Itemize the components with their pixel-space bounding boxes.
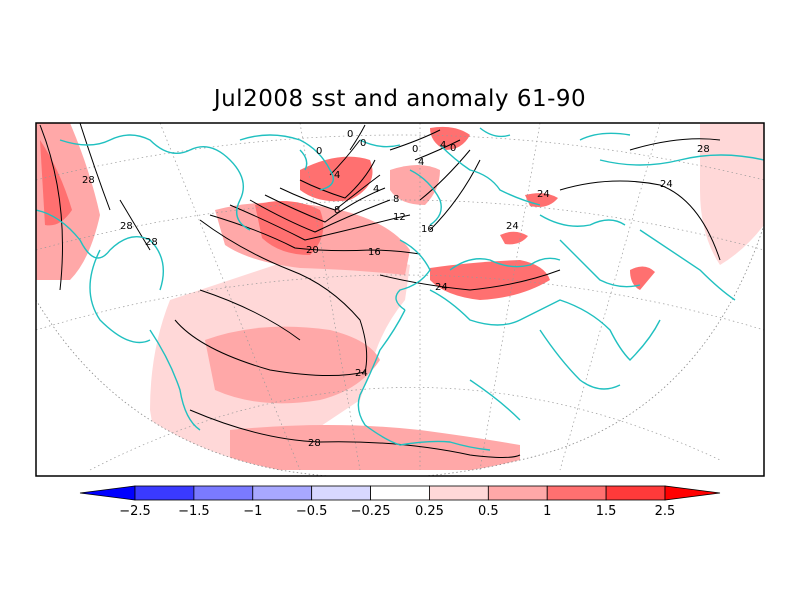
colorbar: −2.5 −1.5 −1 −0.5 −0.25 0.25 0.5 1 1.5 2.5 [79, 485, 721, 519]
contour-label: 4 [440, 140, 446, 151]
contour-label: 0 [450, 143, 456, 154]
colorbar-segment [605, 485, 666, 501]
colorbar-tick-label: −2.5 [119, 504, 151, 519]
colorbar-tick-label: −0.5 [296, 504, 328, 519]
contour-label: 24 [660, 179, 673, 190]
anomaly-region-arabian [630, 266, 655, 290]
sst-contours [39, 123, 721, 458]
contour-label: 16 [421, 224, 434, 235]
colorbar-tick-label: −0.25 [351, 504, 391, 519]
colorbar-segment [429, 485, 489, 501]
colorbar-segment [193, 485, 254, 501]
contour-label: 24 [506, 221, 519, 232]
colorbar-segment [370, 485, 430, 501]
contour-label: 24 [537, 189, 550, 200]
colorbar-segment [487, 485, 548, 501]
contour-label: 28 [145, 237, 158, 248]
map-border [35, 122, 765, 477]
colorbar-tick-label: 1 [543, 504, 551, 519]
contour-label: 28 [82, 175, 95, 186]
contour-label: 24 [355, 368, 368, 379]
contour-label: 8 [393, 194, 399, 205]
contour-label: 0 [412, 144, 418, 155]
colorbar-segment [252, 485, 313, 501]
anomaly-region-south [230, 425, 520, 470]
colorbar-tick-label: 0.5 [478, 504, 499, 519]
graticule [36, 123, 764, 471]
anomaly-region-north-sea [390, 165, 440, 205]
contour-label: 28 [308, 438, 321, 449]
colorbar-segment [134, 485, 195, 501]
anomaly-region-labrador [300, 156, 373, 202]
coastlines [36, 127, 764, 451]
contour-label: 28 [697, 144, 710, 155]
contour-label: 4 [418, 157, 424, 168]
contour-label: 0 [360, 138, 366, 149]
colorbar-tick-label: −1 [243, 504, 262, 519]
colorbar-segment [311, 485, 371, 501]
contour-label: 16 [368, 247, 381, 258]
colorbar-tick-label: 2.5 [655, 504, 676, 519]
contour-labels: 28 28 28 28 28 24 24 24 24 24 20 16 16 1… [82, 129, 710, 449]
contour-label: 0 [347, 129, 353, 140]
anomaly-region-pacific-core [40, 140, 72, 226]
anomaly-region-med [430, 260, 550, 300]
contour-label: 20 [306, 245, 319, 256]
anomaly-region-midatl [205, 326, 380, 404]
colorbar-tick-label: 0.25 [415, 504, 444, 519]
anomaly-region-arctic [430, 126, 470, 150]
colorbar-segment [546, 485, 607, 501]
map-title: Jul2008 sst and anomaly 61-90 [213, 86, 587, 112]
colorbar-tick-label: −1.5 [178, 504, 210, 519]
anomaly-shading [36, 123, 764, 470]
contour-label: 12 [393, 212, 406, 223]
contour-label: 4 [373, 184, 379, 195]
anomaly-region-east [700, 123, 764, 265]
colorbar-arrow-low [79, 485, 136, 501]
contour-label: 0 [316, 146, 322, 157]
colorbar-tick-label: 1.5 [596, 504, 617, 519]
contour-label: 8 [334, 205, 340, 216]
colorbar-arrow-high [664, 485, 721, 501]
contour-label: 28 [120, 221, 133, 232]
contour-label: 24 [435, 282, 448, 293]
contour-label: 4 [334, 170, 340, 181]
